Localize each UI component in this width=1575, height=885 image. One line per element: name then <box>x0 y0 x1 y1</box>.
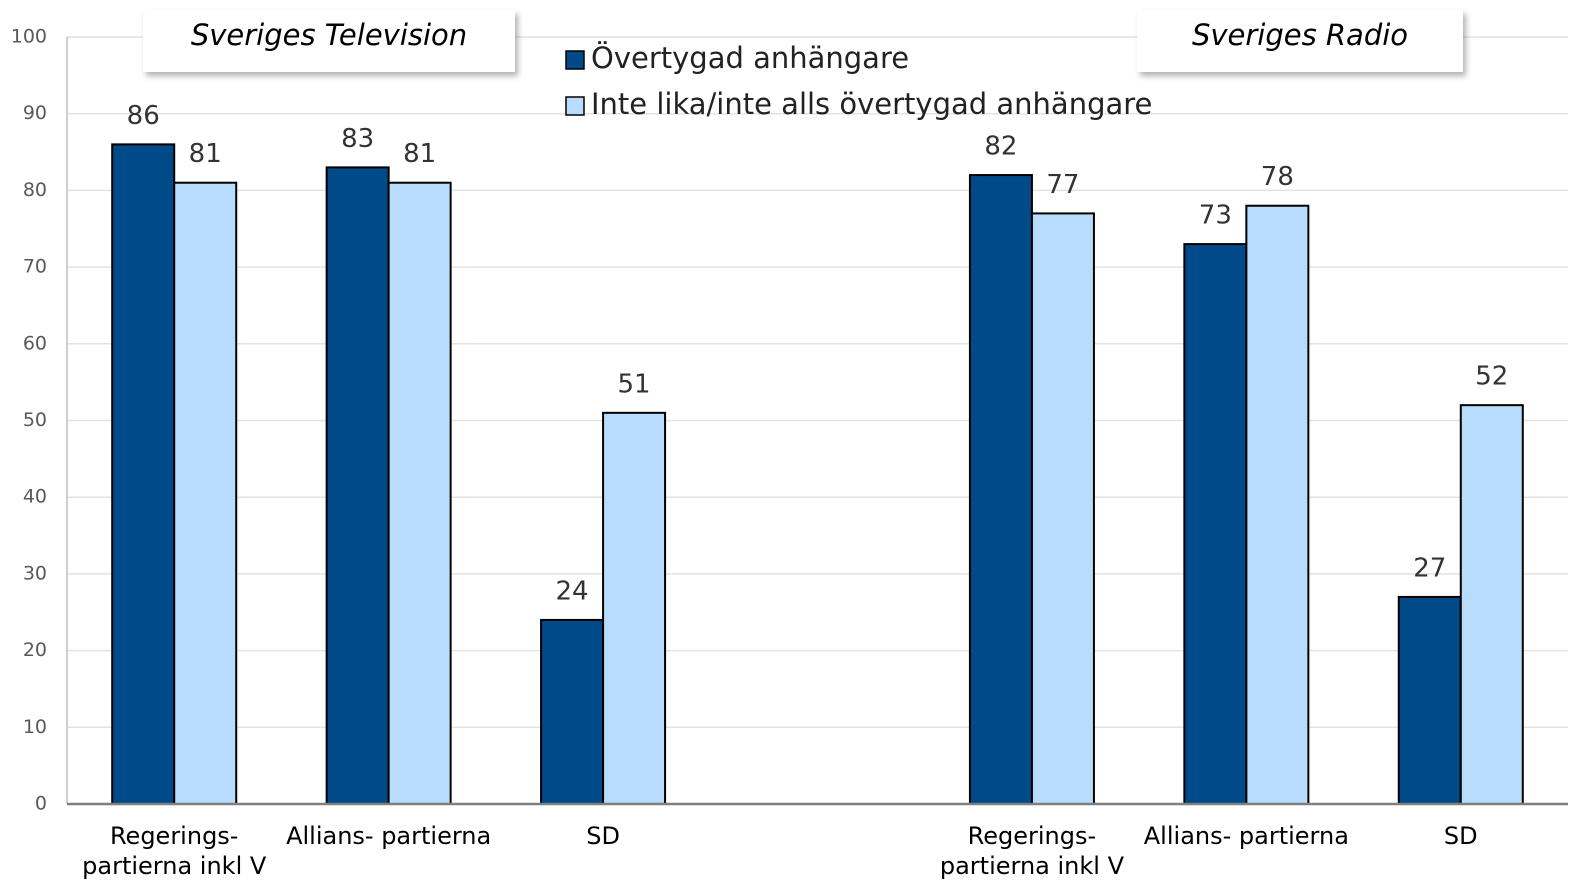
y-tick-label: 10 <box>23 716 47 738</box>
annotation-box <box>143 10 515 72</box>
data-label: 81 <box>403 139 436 169</box>
bar <box>540 618 605 805</box>
bar <box>1459 404 1524 805</box>
x-tick-label: Regerings-partierna inkl V <box>940 822 1125 880</box>
bar <box>387 181 452 806</box>
annotation: Sveriges Radio <box>1192 18 1408 52</box>
data-label: 82 <box>984 132 1017 162</box>
x-tick-label: SD <box>1444 822 1478 850</box>
bars <box>111 143 1524 806</box>
data-label: 77 <box>1046 170 1079 200</box>
data-label: 27 <box>1413 553 1446 583</box>
data-label: 73 <box>1199 201 1232 231</box>
legend-swatch <box>565 96 585 116</box>
x-tick-label: Allians- partierna <box>1144 822 1349 850</box>
bar <box>1397 595 1462 805</box>
x-tick-label: SD <box>586 822 620 850</box>
grid <box>67 36 1568 805</box>
x-tick-label: Allians- partierna <box>286 822 491 850</box>
data-label: 52 <box>1475 362 1508 392</box>
bar <box>968 174 1033 805</box>
annotation-box <box>1137 10 1463 72</box>
data-label: 24 <box>556 576 589 606</box>
bar <box>173 181 238 806</box>
y-tick-label: 40 <box>23 486 47 508</box>
bar <box>602 411 667 805</box>
y-tick-label: 100 <box>11 26 47 48</box>
data-label: 83 <box>341 124 374 154</box>
bar <box>1030 212 1095 806</box>
legend-label: Inte lika/inte alls övertygad anhängare <box>591 87 1152 121</box>
data-label: 81 <box>189 139 222 169</box>
data-label: 78 <box>1261 162 1294 192</box>
bar <box>111 143 176 805</box>
bar <box>1183 243 1248 805</box>
y-tick-label: 90 <box>23 102 47 124</box>
legend-swatch <box>565 50 585 70</box>
y-tick-label: 50 <box>23 409 47 431</box>
y-tick-label: 70 <box>23 256 47 278</box>
x-tick-label: Regerings-partierna inkl V <box>82 822 267 880</box>
y-tick-label: 20 <box>23 639 47 661</box>
y-tick-label: 80 <box>23 179 47 201</box>
y-tick-label: 0 <box>35 793 47 815</box>
data-label: 51 <box>618 369 651 399</box>
annotation: Sveriges Television <box>191 18 467 52</box>
y-tick-label: 30 <box>23 562 47 584</box>
bar <box>1245 204 1310 806</box>
data-label: 86 <box>127 101 160 131</box>
y-tick-label: 60 <box>23 332 47 354</box>
bar <box>325 166 390 805</box>
legend-label: Övertygad anhängare <box>591 41 909 75</box>
